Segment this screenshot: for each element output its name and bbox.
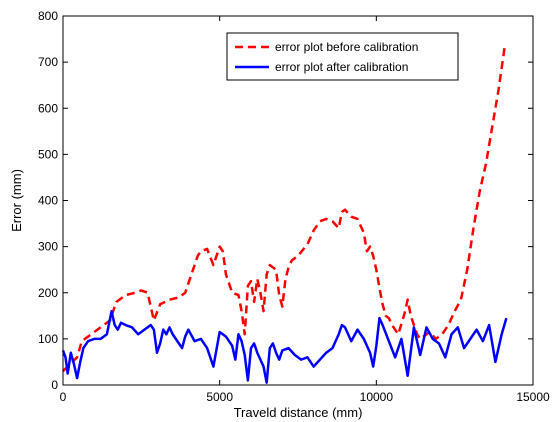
y-tick-label: 600 <box>38 101 58 115</box>
y-tick-label: 800 <box>38 9 58 23</box>
series-layer <box>61 45 508 384</box>
y-tick-label: 100 <box>38 332 58 346</box>
y-tick-label: 0 <box>51 378 58 392</box>
y-tick-label: 500 <box>38 147 58 161</box>
legend: error plot before calibration error plot… <box>226 32 459 81</box>
x-tick-label: 0 <box>60 390 67 404</box>
legend-label-before-calibration: error plot before calibration <box>275 40 418 54</box>
y-axis-title: Error (mm) <box>9 169 24 232</box>
y-tick-label: 300 <box>38 240 58 254</box>
x-tick-label: 5000 <box>206 390 233 404</box>
series-line-before-calibration <box>62 45 507 373</box>
x-axis-title: Traveld distance (mm) <box>234 405 363 420</box>
y-tick-label: 400 <box>38 194 58 208</box>
axis-ticks: 0 5000 10000 15000 0 100 200 300 400 500 600 700 800 <box>38 9 550 404</box>
y-tick-label: 200 <box>38 286 58 300</box>
legend-box <box>226 32 459 81</box>
x-tick-label: 10000 <box>360 390 394 404</box>
x-tick-label: 15000 <box>516 390 550 404</box>
legend-label-after-calibration: error plot after calibration <box>275 60 408 74</box>
series-line-after-calibration <box>61 309 508 384</box>
y-tick-label: 700 <box>38 55 58 69</box>
